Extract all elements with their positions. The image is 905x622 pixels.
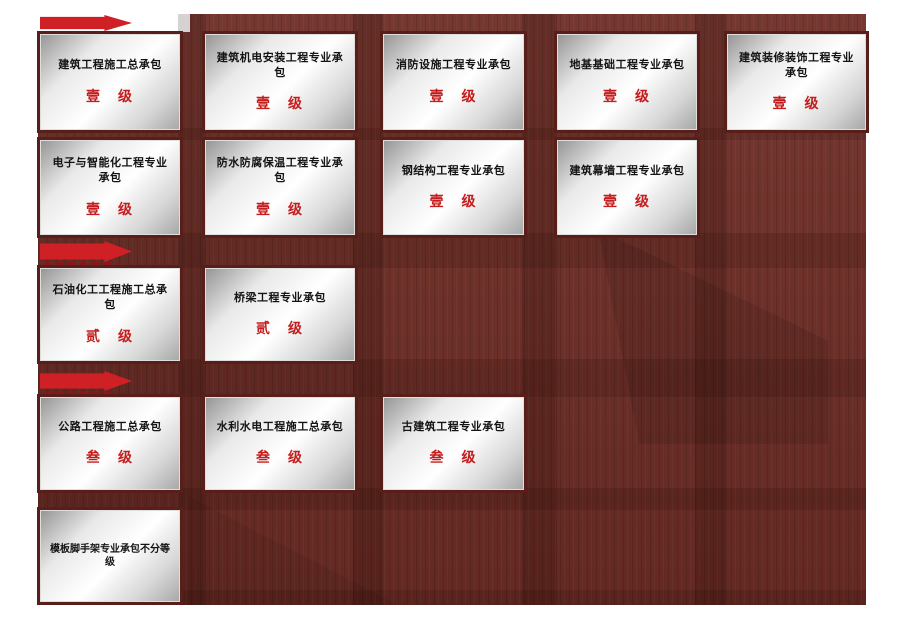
card-level-badge: 壹 级 xyxy=(603,195,651,211)
qualification-card: 古建筑工程专业承包 叁 级 xyxy=(383,397,524,490)
right-arrow-icon xyxy=(40,15,132,31)
qualification-card: 钢结构工程专业承包 壹 级 xyxy=(383,140,524,235)
qualification-card: 模板脚手架专业承包不分等级 xyxy=(40,510,180,602)
qualification-card: 石油化工工程施工总承包 贰 级 xyxy=(40,268,180,361)
background-texture xyxy=(38,488,866,510)
qualification-card: 桥梁工程专业承包 贰 级 xyxy=(205,268,355,361)
card-title: 水利水电工程施工总承包 xyxy=(216,420,344,433)
card-level-badge: 壹 级 xyxy=(256,202,304,218)
qualification-card: 消防设施工程专业承包 壹 级 xyxy=(383,34,524,130)
card-title: 电子与智能化工程专业承包 xyxy=(52,157,168,184)
background-texture xyxy=(178,14,206,605)
card-title: 消防设施工程专业承包 xyxy=(396,59,511,72)
qualification-card: 水利水电工程施工总承包 叁 级 xyxy=(205,397,355,490)
card-title: 地基基础工程专业承包 xyxy=(569,59,685,72)
qualification-card: 建筑机电安装工程专业承包 壹 级 xyxy=(205,34,355,130)
card-title: 建筑机电安装工程专业承包 xyxy=(216,51,344,79)
card-title: 钢结构工程专业承包 xyxy=(401,164,506,177)
card-level-badge: 壹 级 xyxy=(86,202,134,218)
card-level-badge: 叁 级 xyxy=(256,451,304,467)
right-arrow-icon xyxy=(40,241,132,262)
qualification-card: 地基基础工程专业承包 壹 级 xyxy=(557,34,697,130)
background-texture xyxy=(38,128,866,140)
card-level-badge: 壹 级 xyxy=(772,97,821,113)
card-title: 建筑幕墙工程专业承包 xyxy=(569,164,685,177)
card-title: 石油化工工程施工总承包 xyxy=(52,284,168,311)
background-texture xyxy=(695,14,727,605)
background-texture xyxy=(353,14,383,605)
card-title: 模板脚手架专业承包不分等级 xyxy=(50,543,170,569)
card-level-badge: 壹 级 xyxy=(256,97,304,113)
qualification-card: 防水防腐保温工程专业承包 壹 级 xyxy=(205,140,355,235)
arrow-jagged-edge xyxy=(44,391,118,396)
card-level-badge: 贰 级 xyxy=(86,329,134,345)
card-title: 防水防腐保温工程专业承包 xyxy=(216,157,344,184)
card-level-badge: 壹 级 xyxy=(429,89,478,105)
card-level-badge: 叁 级 xyxy=(86,451,134,467)
qualification-card: 建筑幕墙工程专业承包 壹 级 xyxy=(557,140,697,235)
background-texture xyxy=(38,590,866,605)
qualification-card: 建筑装修装饰工程专业承包 壹 级 xyxy=(727,34,866,130)
card-level-badge: 叁 级 xyxy=(429,451,478,467)
card-level-badge: 壹 级 xyxy=(429,195,478,211)
card-title: 古建筑工程专业承包 xyxy=(401,420,506,433)
card-title: 公路工程施工总承包 xyxy=(58,420,162,433)
card-level-badge: 贰 级 xyxy=(256,322,304,338)
background-texture xyxy=(522,14,557,605)
qualification-card: 公路工程施工总承包 叁 级 xyxy=(40,397,180,490)
card-title: 建筑工程施工总承包 xyxy=(58,59,162,72)
card-level-badge: 壹 级 xyxy=(603,89,651,105)
card-title: 桥梁工程专业承包 xyxy=(234,291,326,304)
background-texture xyxy=(38,233,866,268)
qualification-card: 电子与智能化工程专业承包 壹 级 xyxy=(40,140,180,235)
arrow-jagged-edge xyxy=(44,262,118,267)
arrow-jagged-edge xyxy=(44,31,118,36)
qualification-card: 建筑工程施工总承包 壹 级 xyxy=(40,34,180,130)
card-title: 建筑装修装饰工程专业承包 xyxy=(739,51,854,79)
right-arrow-icon xyxy=(40,371,132,391)
card-level-badge: 壹 级 xyxy=(86,89,134,105)
background-texture xyxy=(38,359,866,397)
